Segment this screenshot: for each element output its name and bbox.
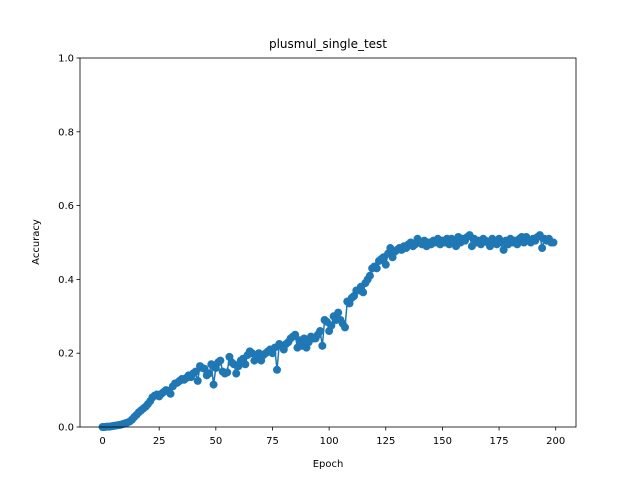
data-point [486,242,495,251]
x-tick-label: 200 [546,436,565,447]
data-point [191,367,200,376]
y-tick-label: 1.0 [58,54,74,65]
data-point [340,323,349,332]
data-point [318,341,327,350]
data-point [209,380,218,389]
x-tick-label: 50 [209,436,222,447]
y-tick-label: 0.0 [58,423,74,434]
x-tick-label: 175 [490,436,509,447]
data-point [334,308,343,317]
data-point [365,271,374,280]
y-axis-label: Accuracy [31,219,42,265]
data-point [216,356,225,365]
data-point [241,360,250,369]
data-point [316,327,325,336]
data-point [381,260,390,269]
y-tick-label: 0.4 [58,275,74,286]
data-point [232,369,241,378]
y-tick-label: 0.8 [58,127,74,138]
data-point [538,244,547,253]
data-point [273,365,282,374]
x-tick-label: 75 [266,436,279,447]
data-point [327,321,336,330]
data-point [372,264,381,273]
data-point [549,238,558,247]
y-tick-label: 0.6 [58,201,74,212]
chart-title: plusmul_single_test [269,37,387,51]
data-point [359,288,368,297]
data-point [193,376,202,385]
data-point [205,369,214,378]
x-tick-label: 100 [320,436,339,447]
data-point [499,245,508,254]
x-tick-label: 0 [99,436,105,447]
y-tick-label: 0.2 [58,349,74,360]
x-tick-label: 150 [433,436,452,447]
data-point [166,389,175,398]
data-point [291,330,300,339]
plot-frame [79,57,577,428]
x-tick-label: 125 [376,436,395,447]
x-tick-label: 25 [153,436,166,447]
data-point [223,368,232,377]
x-axis-label: Epoch [313,459,344,470]
